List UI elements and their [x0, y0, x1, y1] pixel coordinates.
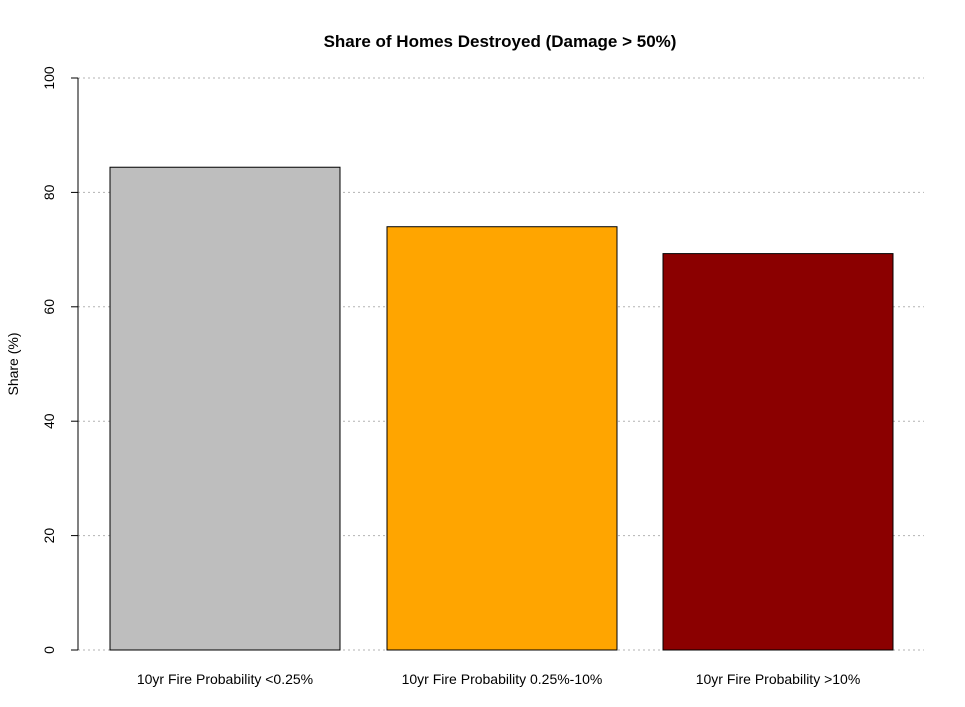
bar [386, 226, 618, 651]
y-axis-label: Share (%) [5, 332, 21, 395]
chart-title: Share of Homes Destroyed (Damage > 50%) [324, 32, 677, 51]
y-tick-label: 0 [41, 646, 57, 654]
bars [109, 166, 894, 651]
y-axis: 0 20 40 60 80 100 [41, 66, 79, 654]
y-tick-label: 80 [41, 184, 57, 200]
category-labels: 10yr Fire Probability <0.25% 10yr Fire Pr… [137, 671, 860, 687]
y-tick-label: 40 [41, 413, 57, 429]
bar [109, 166, 341, 651]
y-tick-label: 60 [41, 299, 57, 315]
category-label: 10yr Fire Probability <0.25% [137, 671, 313, 687]
y-tick-label: 20 [41, 528, 57, 544]
bar [662, 253, 894, 651]
category-label: 10yr Fire Probability >10% [696, 671, 861, 687]
category-label: 10yr Fire Probability 0.25%-10% [402, 671, 603, 687]
y-tick-label: 100 [41, 66, 57, 90]
